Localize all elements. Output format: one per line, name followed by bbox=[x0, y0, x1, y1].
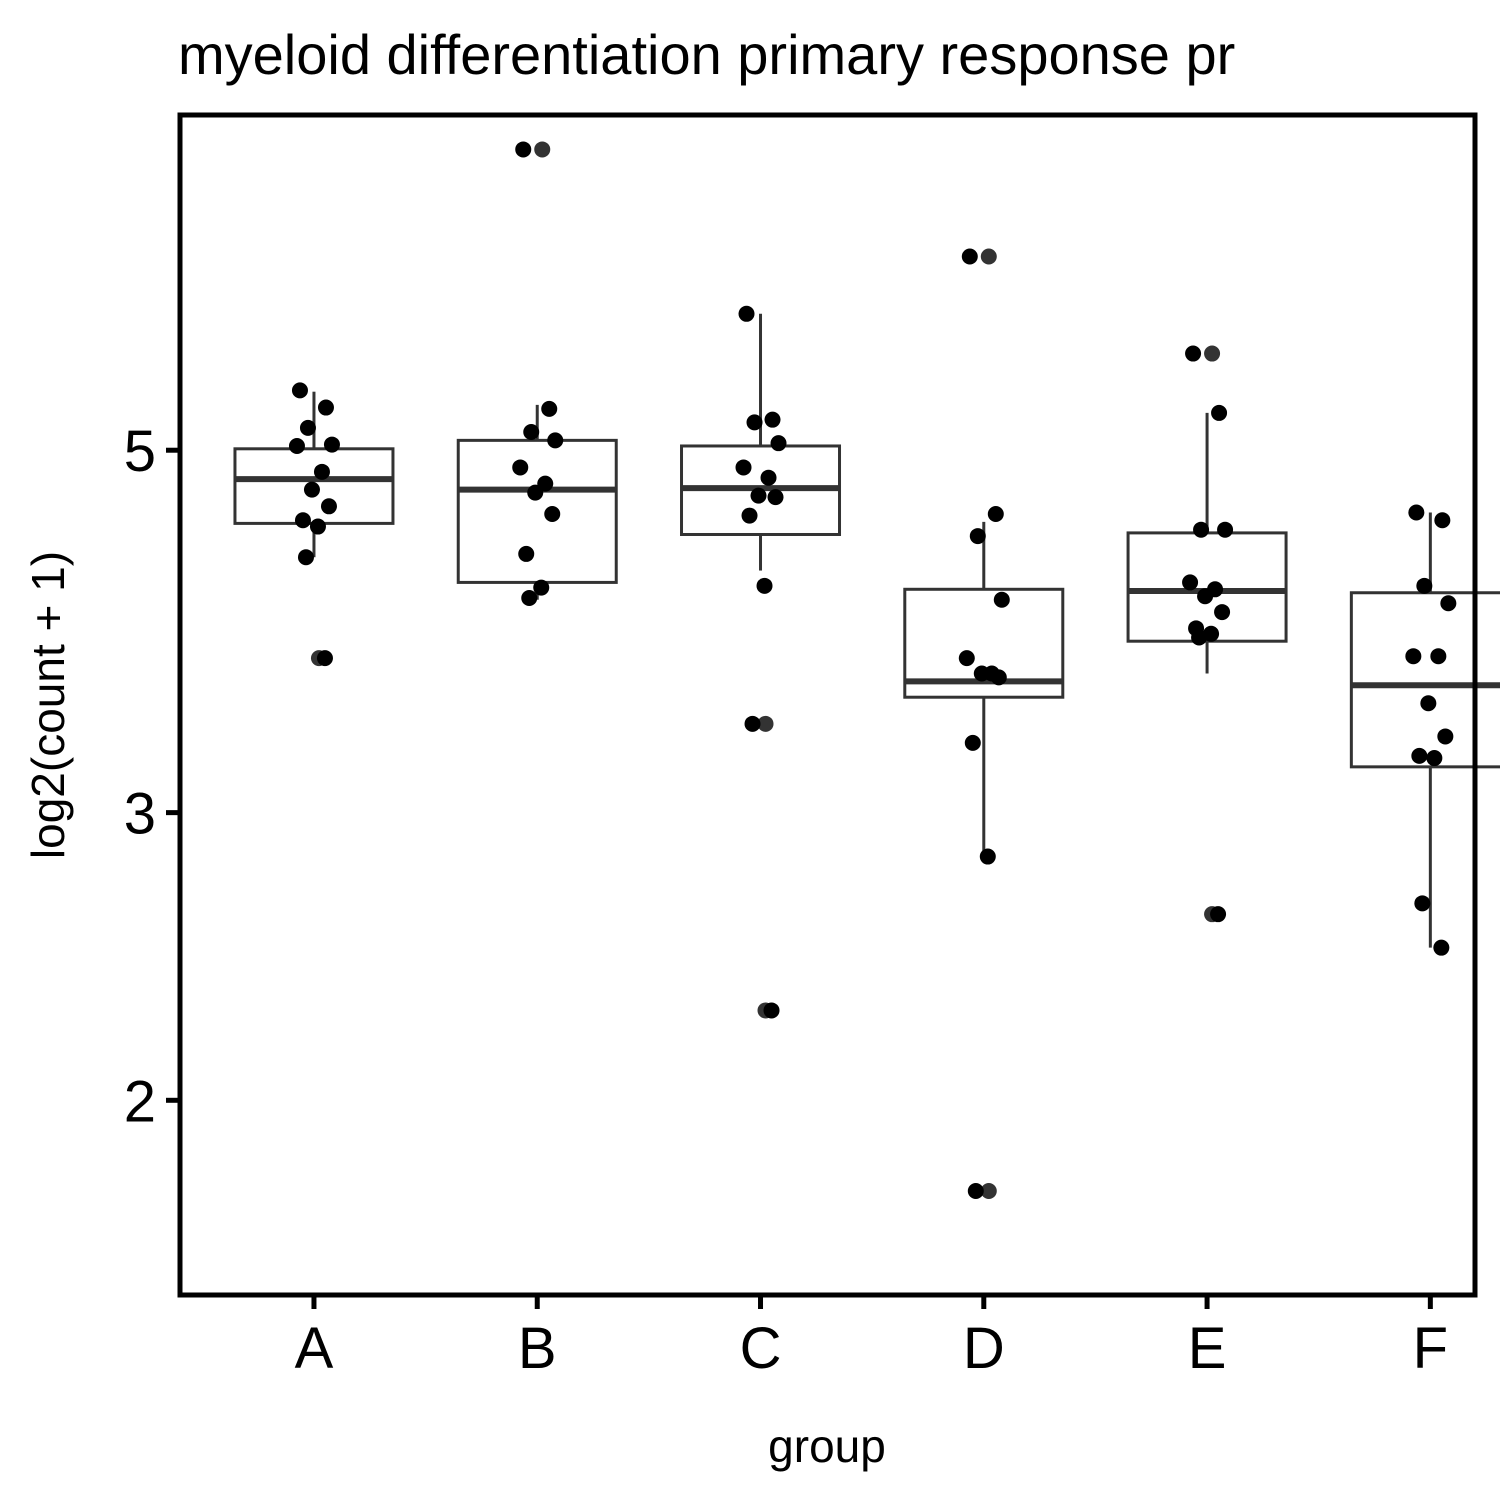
data-point bbox=[770, 435, 787, 452]
outlier-point bbox=[534, 141, 551, 158]
data-point bbox=[735, 459, 752, 476]
data-point bbox=[523, 424, 540, 441]
data-point bbox=[1416, 577, 1433, 594]
data-point bbox=[1411, 747, 1428, 764]
outlier-point bbox=[757, 715, 774, 732]
data-point bbox=[294, 512, 311, 529]
chart-title: myeloid differentiation primary response… bbox=[178, 23, 1235, 86]
data-point bbox=[1434, 512, 1451, 529]
data-point bbox=[763, 1002, 780, 1019]
data-point bbox=[1193, 521, 1210, 538]
data-point bbox=[973, 665, 990, 682]
data-point bbox=[741, 507, 758, 524]
data-point bbox=[1405, 648, 1422, 665]
data-point bbox=[533, 579, 550, 596]
x-tick-label: F bbox=[1413, 1316, 1448, 1381]
y-tick-label: 2 bbox=[124, 1069, 156, 1134]
data-point bbox=[993, 591, 1010, 608]
data-point bbox=[1440, 595, 1457, 612]
data-point bbox=[309, 518, 326, 535]
data-point bbox=[303, 481, 320, 498]
outlier-point bbox=[1204, 345, 1221, 362]
data-point bbox=[987, 506, 1004, 523]
outlier-point bbox=[980, 1182, 997, 1199]
data-point bbox=[544, 506, 561, 523]
data-point bbox=[512, 459, 529, 476]
data-point bbox=[1197, 588, 1214, 605]
data-point bbox=[547, 432, 564, 449]
data-point bbox=[541, 400, 558, 417]
y-axis-title: log2(count + 1) bbox=[22, 551, 74, 859]
data-point bbox=[1437, 728, 1454, 745]
data-point bbox=[1414, 895, 1431, 912]
data-point bbox=[1191, 629, 1208, 646]
box bbox=[456, 438, 618, 584]
y-axis: 2 3 5 bbox=[124, 419, 180, 1134]
data-point bbox=[1217, 521, 1234, 538]
data-point bbox=[1433, 939, 1450, 956]
data-point bbox=[1430, 648, 1447, 665]
data-point bbox=[967, 1182, 984, 1199]
data-point bbox=[750, 487, 767, 504]
data-point bbox=[316, 650, 333, 667]
x-tick-label: C bbox=[740, 1316, 782, 1381]
data-point bbox=[764, 411, 781, 428]
x-tick-label: B bbox=[518, 1316, 557, 1381]
x-axis: A B C D E F bbox=[295, 1295, 1448, 1381]
x-axis-title: group bbox=[768, 1420, 886, 1472]
data-point bbox=[297, 549, 314, 566]
data-point bbox=[1408, 504, 1425, 521]
plot-panel-border bbox=[177, 112, 1478, 1298]
data-point bbox=[299, 419, 316, 436]
data-point bbox=[746, 414, 763, 431]
data-point bbox=[291, 382, 308, 399]
data-point bbox=[1182, 574, 1199, 591]
x-tick-label: D bbox=[963, 1316, 1005, 1381]
data-point bbox=[964, 734, 981, 751]
plot-area bbox=[233, 141, 1500, 1199]
box bbox=[1126, 531, 1288, 643]
data-point bbox=[1211, 404, 1228, 421]
data-point bbox=[744, 715, 761, 732]
data-point bbox=[1203, 625, 1220, 642]
box bbox=[1349, 591, 1500, 769]
data-point bbox=[1185, 345, 1202, 362]
data-point bbox=[1426, 750, 1443, 767]
data-point bbox=[323, 436, 340, 453]
data-point bbox=[961, 248, 978, 265]
data-point bbox=[1214, 604, 1231, 621]
data-point bbox=[288, 437, 305, 454]
data-point bbox=[1420, 695, 1437, 712]
y-tick-label: 3 bbox=[124, 782, 156, 847]
data-point bbox=[738, 305, 755, 322]
data-point bbox=[767, 489, 784, 506]
data-point bbox=[320, 498, 337, 515]
data-point bbox=[313, 463, 330, 480]
data-point bbox=[518, 545, 535, 562]
y-tick-label: 5 bbox=[124, 419, 156, 484]
outlier-point bbox=[980, 248, 997, 265]
x-tick-label: E bbox=[1188, 1316, 1227, 1381]
data-point bbox=[969, 528, 986, 545]
data-point bbox=[979, 848, 996, 865]
data-point bbox=[515, 141, 532, 158]
x-tick-label: A bbox=[295, 1316, 334, 1381]
data-point bbox=[990, 669, 1007, 686]
data-point bbox=[756, 577, 773, 594]
data-point bbox=[527, 484, 544, 501]
data-point bbox=[317, 399, 334, 416]
data-point bbox=[760, 469, 777, 486]
data-point bbox=[1210, 906, 1227, 923]
data-point bbox=[958, 650, 975, 667]
data-point bbox=[521, 589, 538, 606]
